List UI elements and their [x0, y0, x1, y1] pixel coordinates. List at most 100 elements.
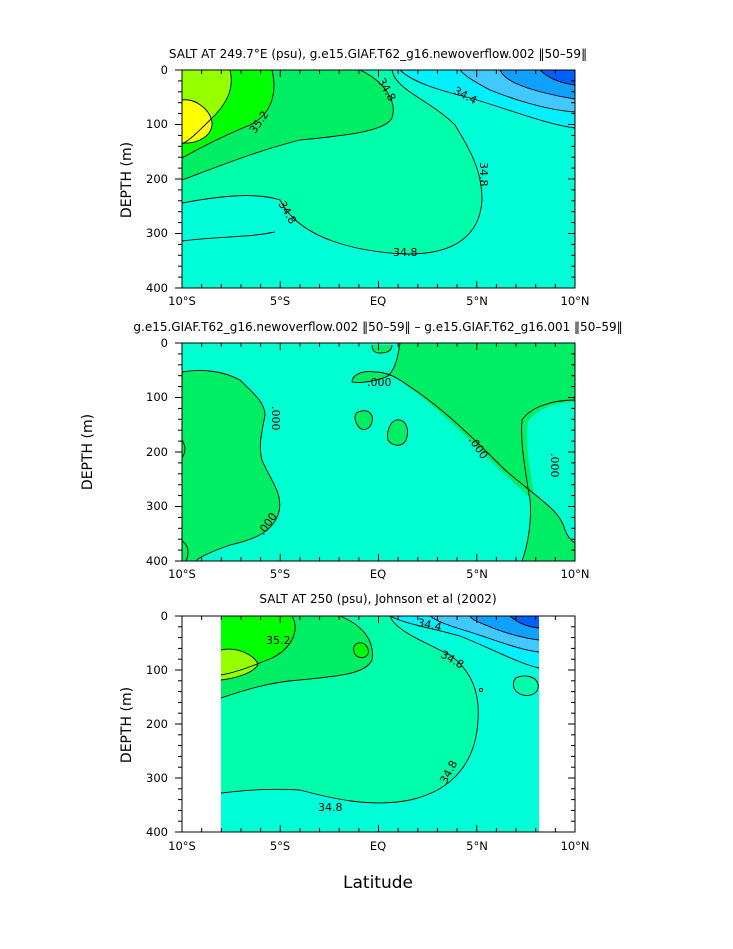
p3-contour-34.0 — [509, 615, 540, 629]
p2-ytick-2: 200 — [146, 445, 168, 459]
p3-clabel-1: 34.4 — [416, 616, 443, 634]
p3-contour-35.0 — [220, 615, 373, 699]
p3-clabel-0: 35.2 — [266, 634, 291, 647]
p1-contour-34.4 — [459, 69, 576, 113]
p3-clabel-4: 34.8 — [318, 801, 343, 814]
p3-contour-34.6 — [389, 615, 540, 669]
p2-blob-2 — [387, 419, 408, 446]
panel-2-contours — [181, 342, 576, 562]
p3-contour-east-blob — [512, 675, 539, 696]
p2-xtick-0: 10°S — [168, 567, 196, 581]
panel-2: g.e15.GIAF.T62_g16.newoverflow.002 ‖50–5… — [80, 320, 623, 581]
p1-xtick-2: EQ — [370, 294, 386, 308]
panel-2-y-tick-labels: 0 100 200 300 400 — [146, 336, 168, 568]
p1-contour-34.8-b — [181, 231, 276, 242]
panel-2-contour-labels: .000 .000 .000 .000 .000 — [255, 376, 561, 538]
p1-xtick-1: 5°S — [270, 294, 290, 308]
panel-1-fill — [182, 70, 575, 288]
p1-xtick-0: 10°S — [168, 294, 196, 308]
p2-xtick-2: EQ — [370, 567, 386, 581]
p1-fresh-4 — [540, 70, 575, 85]
p3-contour-blob — [353, 642, 369, 659]
p2-clabel-1: .000 — [269, 406, 282, 431]
p3-contour-dot — [478, 687, 484, 693]
p1-contour-35.4 — [181, 69, 232, 145]
panel-3-ylabel: DEPTH (m) — [119, 687, 135, 763]
p3-blob — [353, 642, 369, 658]
p2-ytick-3: 300 — [146, 499, 168, 513]
p1-xtick-3: 5°N — [466, 294, 488, 308]
p3-ytick-3: 300 — [146, 771, 168, 785]
panel-3-contours — [220, 615, 540, 804]
p3-contour-34.2 — [469, 615, 540, 641]
p1-contour-35.2 — [181, 69, 275, 159]
panel-3-x-tick-labels: 10°S 5°S EQ 5°N 10°N — [168, 839, 589, 853]
p3-xtick-1: 5°S — [270, 839, 290, 853]
p1-contour-34.2 — [499, 69, 576, 100]
panel-1: SALT AT 249.7°E (psu), g.e15.GIAF.T62_g1… — [119, 47, 590, 308]
p1-ytick-0: 0 — [161, 63, 168, 77]
p3-blob-east — [513, 676, 539, 696]
p2-xtick-1: 5°S — [270, 567, 290, 581]
p3-xtick-3: 5°N — [466, 839, 488, 853]
panel-3-axes — [175, 615, 576, 833]
p2-zero-east-inner — [521, 399, 576, 562]
p2-blob-3 — [372, 345, 392, 353]
p2-zero-blob-1 — [354, 410, 373, 430]
p1-xtick-4: 10°N — [561, 294, 590, 308]
panel-1-y-tick-labels: 0 100 200 300 400 — [146, 63, 168, 295]
panel-1-axes — [175, 69, 576, 289]
panel-1-title: SALT AT 249.7°E (psu), g.e15.GIAF.T62_g1… — [169, 47, 587, 61]
p3-contour-35.4 — [220, 648, 259, 681]
p3-ytick-1: 100 — [146, 663, 168, 677]
p1-contour-34.6 — [399, 69, 576, 129]
p1-contour-35.6 — [181, 99, 213, 144]
panel-3: SALT AT 250 (psu), Johnson et al (2002) … — [119, 592, 590, 893]
x-axis-label: Latitude — [343, 873, 413, 893]
panel-3-fill — [221, 616, 539, 832]
p3-xtick-2: EQ — [370, 839, 386, 853]
p1-ytick-1: 100 — [146, 117, 168, 131]
p3-fresh-4 — [510, 616, 539, 628]
p2-region-west — [182, 370, 280, 561]
panel-3-y-tick-labels: 0 100 200 300 400 — [146, 609, 168, 839]
p2-ytick-1: 100 — [146, 390, 168, 404]
p1-region-35.6 — [182, 99, 213, 144]
panel-1-ylabel: DEPTH (m) — [119, 142, 135, 218]
p1-contour-35.0 — [181, 69, 394, 181]
p2-ytick-4: 400 — [146, 554, 168, 568]
p1-clabel-5: 34.8 — [393, 246, 418, 259]
panel-2-title: g.e15.GIAF.T62_g16.newoverflow.002 ‖50–5… — [133, 320, 622, 334]
p1-clabel-3: 34.8 — [477, 162, 490, 187]
p3-xtick-4: 10°N — [561, 839, 590, 853]
panel-1-x-tick-labels: 10°S 5°S EQ 5°N 10°N — [168, 294, 589, 308]
p1-ytick-2: 200 — [146, 172, 168, 186]
p2-clabel-0: .000 — [367, 376, 392, 389]
p2-xtick-3: 5°N — [466, 567, 488, 581]
p2-zero-west — [181, 369, 281, 562]
p1-ytick-4: 400 — [146, 281, 168, 295]
p2-zero-west-edge — [181, 439, 186, 459]
p2-zero-east — [351, 342, 576, 544]
panel-2-x-tick-labels: 10°S 5°S EQ 5°N 10°N — [168, 567, 589, 581]
p2-blob-1 — [355, 410, 373, 430]
p1-contour-34.8-a — [181, 69, 483, 255]
panel-2-ylabel: DEPTH (m) — [80, 414, 96, 490]
panel-1-contours — [181, 69, 576, 255]
p2-ytick-0: 0 — [161, 336, 168, 350]
p3-xtick-0: 10°S — [168, 839, 196, 853]
p3-contour-34.8 — [220, 615, 479, 804]
p1-contour-34.0 — [539, 69, 576, 86]
p2-xtick-4: 10°N — [561, 567, 590, 581]
p2-zero-blob-2 — [387, 419, 408, 446]
p3-ytick-2: 200 — [146, 717, 168, 731]
panel-3-title: SALT AT 250 (psu), Johnson et al (2002) — [259, 592, 496, 606]
p3-contour-35.2 — [220, 615, 296, 676]
p2-clabel-3: .000 — [548, 453, 561, 478]
p1-ytick-3: 300 — [146, 226, 168, 240]
p2-zero-sw — [181, 540, 189, 562]
p2-zero-blob-3 — [371, 344, 393, 354]
p3-ytick-4: 400 — [146, 825, 168, 839]
p3-ytick-0: 0 — [161, 609, 168, 623]
